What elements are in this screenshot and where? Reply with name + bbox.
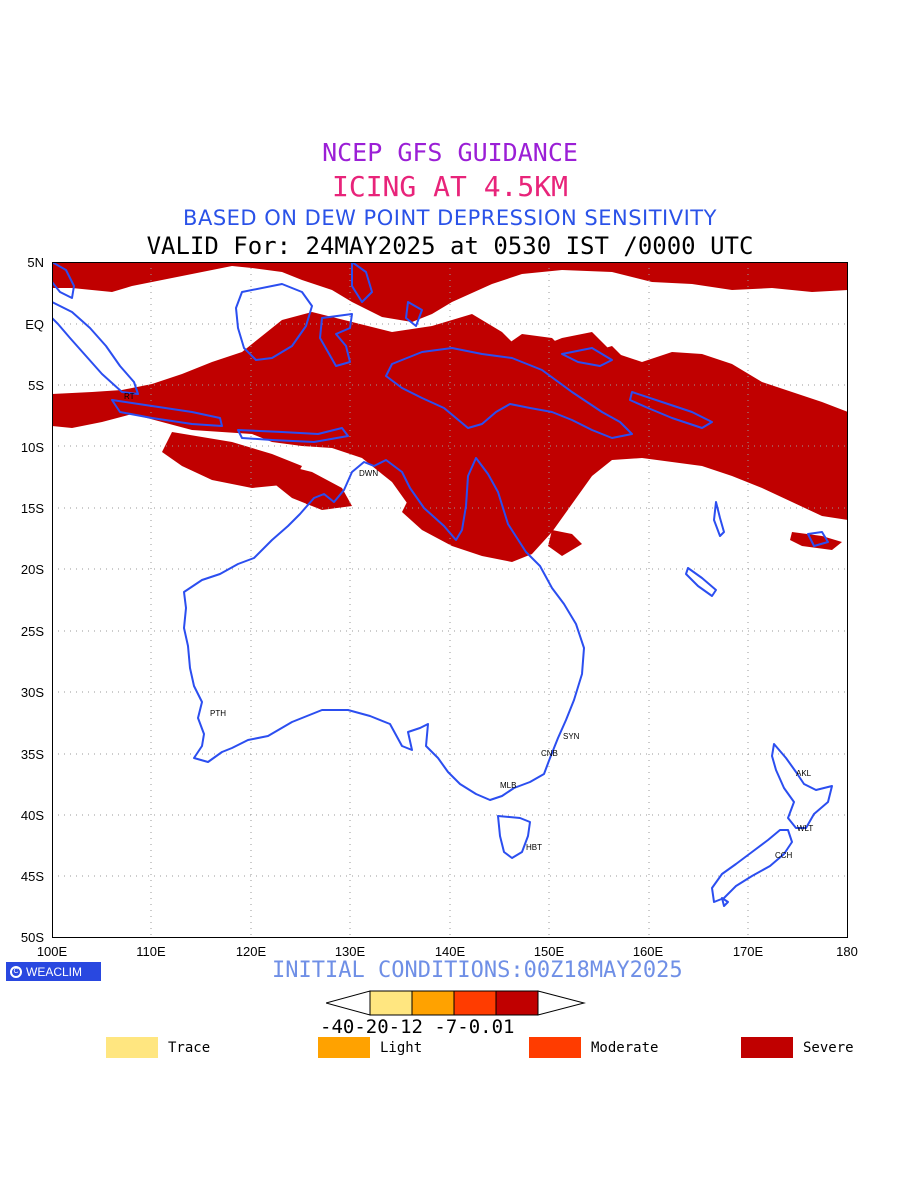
city-label-akl: AKL (796, 769, 811, 778)
initial-conditions: INITIAL CONDITIONS:00Z18MAY2025 (272, 958, 683, 983)
lon-label: 100E (27, 944, 77, 959)
scale-labels: -40-20-12 -7-0.01 (320, 1016, 514, 1038)
scale-arrow-right (538, 991, 584, 1015)
lat-label: 10S (0, 440, 44, 455)
lat-label: 35S (0, 747, 44, 762)
lat-label: 50S (0, 930, 44, 945)
legend-item-trace: Trace (106, 1037, 210, 1058)
lat-label: 40S (0, 808, 44, 823)
legend-swatch (529, 1037, 581, 1058)
scale-box-moderate (454, 991, 496, 1015)
vanuatu-coastline (714, 502, 724, 536)
scale-box-light (412, 991, 454, 1015)
legend-swatch (318, 1037, 370, 1058)
legend-label: Trace (168, 1040, 210, 1056)
legend-label: Severe (803, 1040, 854, 1056)
weaclim-logo: C WEACLIM (6, 962, 101, 981)
city-label-cnb: CNB (541, 749, 558, 758)
city-label-wlt: WLT (797, 824, 813, 833)
city-label-cch: CCH (775, 851, 792, 860)
lon-label: 130E (325, 944, 375, 959)
city-label-hbt: HBT (526, 843, 542, 852)
lon-label: 180 (822, 944, 872, 959)
legend-label: Moderate (591, 1040, 658, 1056)
city-label-syn: SYN (563, 732, 579, 741)
title-valid-time: VALID For: 24MAY2025 at 0530 IST /0000 U… (0, 232, 900, 260)
new-caledonia-coastline (686, 568, 716, 596)
legend-item-severe: Severe (741, 1037, 854, 1058)
lat-label: EQ (0, 317, 44, 332)
lat-label: 15S (0, 501, 44, 516)
lat-label: 45S (0, 869, 44, 884)
lon-label: 140E (425, 944, 475, 959)
copyright-icon: C (10, 966, 22, 978)
city-label-rt: RT (124, 392, 135, 401)
lat-label: 5S (0, 378, 44, 393)
icing-map (52, 262, 848, 938)
legend-item-light: Light (318, 1037, 422, 1058)
lon-label: 110E (126, 944, 176, 959)
sumatra-coastline (52, 302, 138, 394)
legend-item-moderate: Moderate (529, 1037, 658, 1058)
stewart-island-coastline (722, 898, 728, 906)
scale-box-severe (496, 991, 538, 1015)
title-method: BASED ON DEW POINT DEPRESSION SENSITIVIT… (0, 206, 900, 230)
scale-arrow-left (326, 991, 370, 1015)
lon-label: 150E (524, 944, 574, 959)
lat-label: 20S (0, 562, 44, 577)
legend-label: Light (380, 1040, 422, 1056)
lon-label: 170E (723, 944, 773, 959)
title-model: NCEP GFS GUIDANCE (0, 138, 900, 167)
legend-swatch (741, 1037, 793, 1058)
color-scale-bar (326, 990, 586, 1016)
lon-label: 120E (226, 944, 276, 959)
city-label-dwn: DWN (359, 469, 378, 478)
lon-label: 160E (623, 944, 673, 959)
city-label-pth: PTH (210, 709, 226, 718)
city-label-mlb: MLB (500, 781, 516, 790)
lat-label: 30S (0, 685, 44, 700)
lat-label: 5N (0, 255, 44, 270)
scale-box-trace (370, 991, 412, 1015)
nz-south-coastline (712, 830, 792, 902)
legend-swatch (106, 1037, 158, 1058)
title-product: ICING AT 4.5KM (0, 170, 900, 203)
logo-text: WEACLIM (26, 965, 82, 979)
lat-label: 25S (0, 624, 44, 639)
